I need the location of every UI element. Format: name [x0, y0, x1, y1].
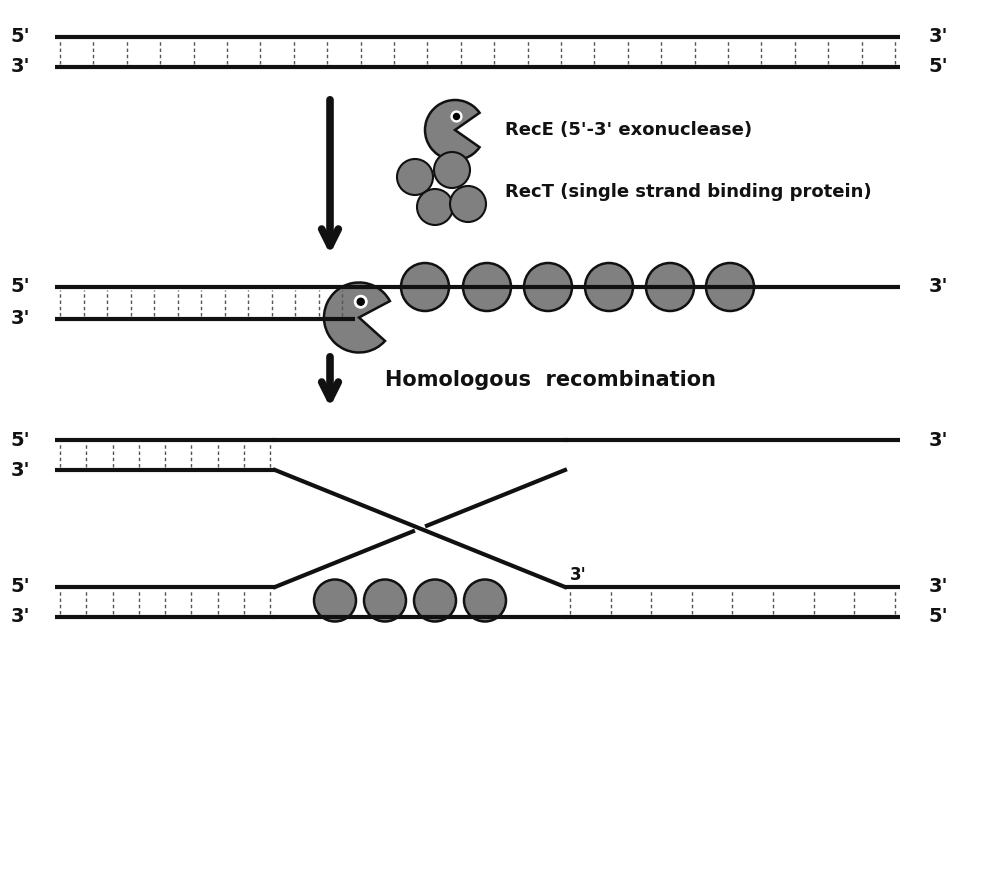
- Text: 3': 3': [10, 310, 30, 328]
- Text: 5': 5': [10, 577, 30, 597]
- Wedge shape: [425, 100, 480, 160]
- Text: 3': 3': [928, 277, 948, 296]
- Text: 3': 3': [10, 607, 30, 626]
- Circle shape: [524, 263, 572, 311]
- Circle shape: [401, 263, 449, 311]
- Circle shape: [434, 152, 470, 188]
- Text: 3': 3': [10, 57, 30, 77]
- Circle shape: [451, 112, 462, 122]
- Text: Homologous  recombination: Homologous recombination: [385, 370, 716, 390]
- Circle shape: [314, 580, 356, 622]
- Circle shape: [453, 113, 459, 120]
- Circle shape: [397, 159, 433, 195]
- Text: RecT (single strand binding protein): RecT (single strand binding protein): [505, 183, 872, 201]
- Circle shape: [364, 580, 406, 622]
- Circle shape: [585, 263, 633, 311]
- Circle shape: [414, 580, 456, 622]
- Circle shape: [646, 263, 694, 311]
- Circle shape: [357, 298, 364, 305]
- Wedge shape: [324, 283, 390, 352]
- Circle shape: [464, 580, 506, 622]
- Text: 3': 3': [928, 577, 948, 597]
- Text: 3': 3': [928, 28, 948, 46]
- Text: 3': 3': [10, 460, 30, 480]
- Circle shape: [706, 263, 754, 311]
- Text: RecE (5'-3' exonuclease): RecE (5'-3' exonuclease): [505, 121, 752, 139]
- Text: 3': 3': [928, 431, 948, 450]
- Text: 5': 5': [10, 431, 30, 450]
- Text: 5': 5': [928, 607, 948, 626]
- Circle shape: [354, 295, 367, 308]
- Circle shape: [417, 189, 453, 225]
- Circle shape: [463, 263, 511, 311]
- Text: 5': 5': [928, 57, 948, 77]
- Text: 3': 3': [570, 566, 587, 584]
- Text: 5': 5': [10, 277, 30, 296]
- Text: 5': 5': [10, 28, 30, 46]
- Circle shape: [450, 186, 486, 222]
